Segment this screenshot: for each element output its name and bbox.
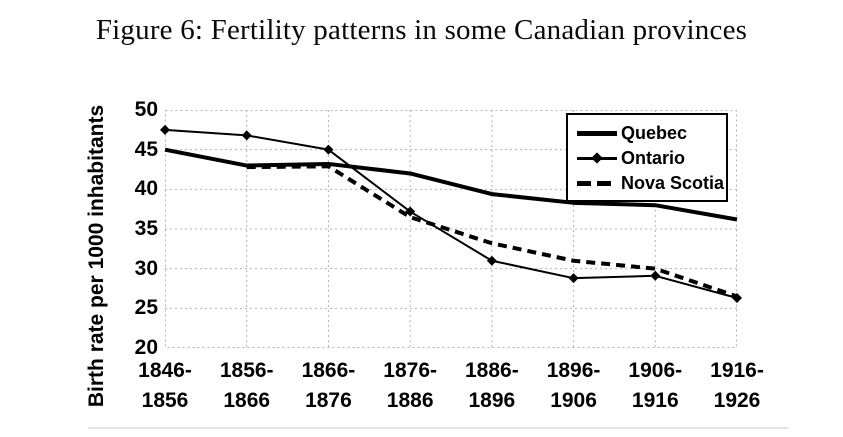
diamond-marker-ontario xyxy=(568,273,579,284)
chart-canvas xyxy=(160,110,742,348)
y-tick-25: 25 xyxy=(134,296,158,320)
legend-item-ontario: Ontario xyxy=(577,147,717,169)
plot-area: Quebec Ontario Nova Scotia xyxy=(160,110,742,348)
x-tick-1866-1876: 1866- 1876 xyxy=(301,359,356,412)
x-tick-1906-1916: 1906- 1916 xyxy=(628,359,683,412)
series-line-quebec xyxy=(164,147,738,222)
diamond-marker-ontario xyxy=(486,255,497,266)
diamond-marker-ontario xyxy=(650,270,661,281)
series-line-ontario xyxy=(164,128,738,299)
bottom-divider-line xyxy=(88,427,788,429)
legend-box: Quebec Ontario Nova Scotia xyxy=(566,113,728,202)
legend-line-sample-quebec xyxy=(577,128,617,138)
legend-line-sample-ontario xyxy=(577,152,617,164)
diamond-marker-ontario xyxy=(160,124,170,135)
x-axis-tick-labels: 1846- 1856 1856- 1866 1866- 1876 1876- 1886 1886… xyxy=(138,356,764,422)
series-line-nova-scotia xyxy=(246,164,738,299)
legend-item-nova-scotia: Nova Scotia xyxy=(577,172,724,194)
legend-label-ontario: Ontario xyxy=(621,147,686,168)
plot-border xyxy=(165,110,737,348)
y-tick-45: 45 xyxy=(134,137,158,161)
y-tick-40: 40 xyxy=(134,177,158,201)
x-tick-1856-1866: 1856- 1866 xyxy=(219,359,274,412)
legend-label-quebec: Quebec xyxy=(621,122,688,143)
diamond-marker-ontario xyxy=(405,206,416,217)
figure-caption: Figure 6: Fertility patterns in some Can… xyxy=(95,14,748,46)
y-tick-35: 35 xyxy=(134,217,158,240)
diamond-marker-ontario xyxy=(323,144,334,155)
y-tick-50: 50 xyxy=(134,98,158,121)
x-tick-1846-1856: 1846- 1856 xyxy=(138,359,192,412)
y-tick-30: 30 xyxy=(134,256,158,280)
x-tick-1886-1896: 1886- 1896 xyxy=(464,359,519,412)
diamond-marker-icon xyxy=(591,152,603,164)
legend-item-quebec: Quebec xyxy=(577,122,717,144)
x-tick-1916-1926: 1916- 1926 xyxy=(710,359,764,412)
y-axis-tick-labels: 50 45 40 35 30 25 20 xyxy=(98,99,158,359)
y-tick-20: 20 xyxy=(134,336,158,359)
x-tick-1896-1906: 1896- 1906 xyxy=(546,359,601,412)
x-tick-1876-1886: 1876- 1886 xyxy=(383,359,437,412)
legend-line-sample-nova-scotia xyxy=(577,178,617,188)
diamond-marker-ontario xyxy=(241,130,252,141)
legend-label-nova-scotia: Nova Scotia xyxy=(621,172,725,193)
